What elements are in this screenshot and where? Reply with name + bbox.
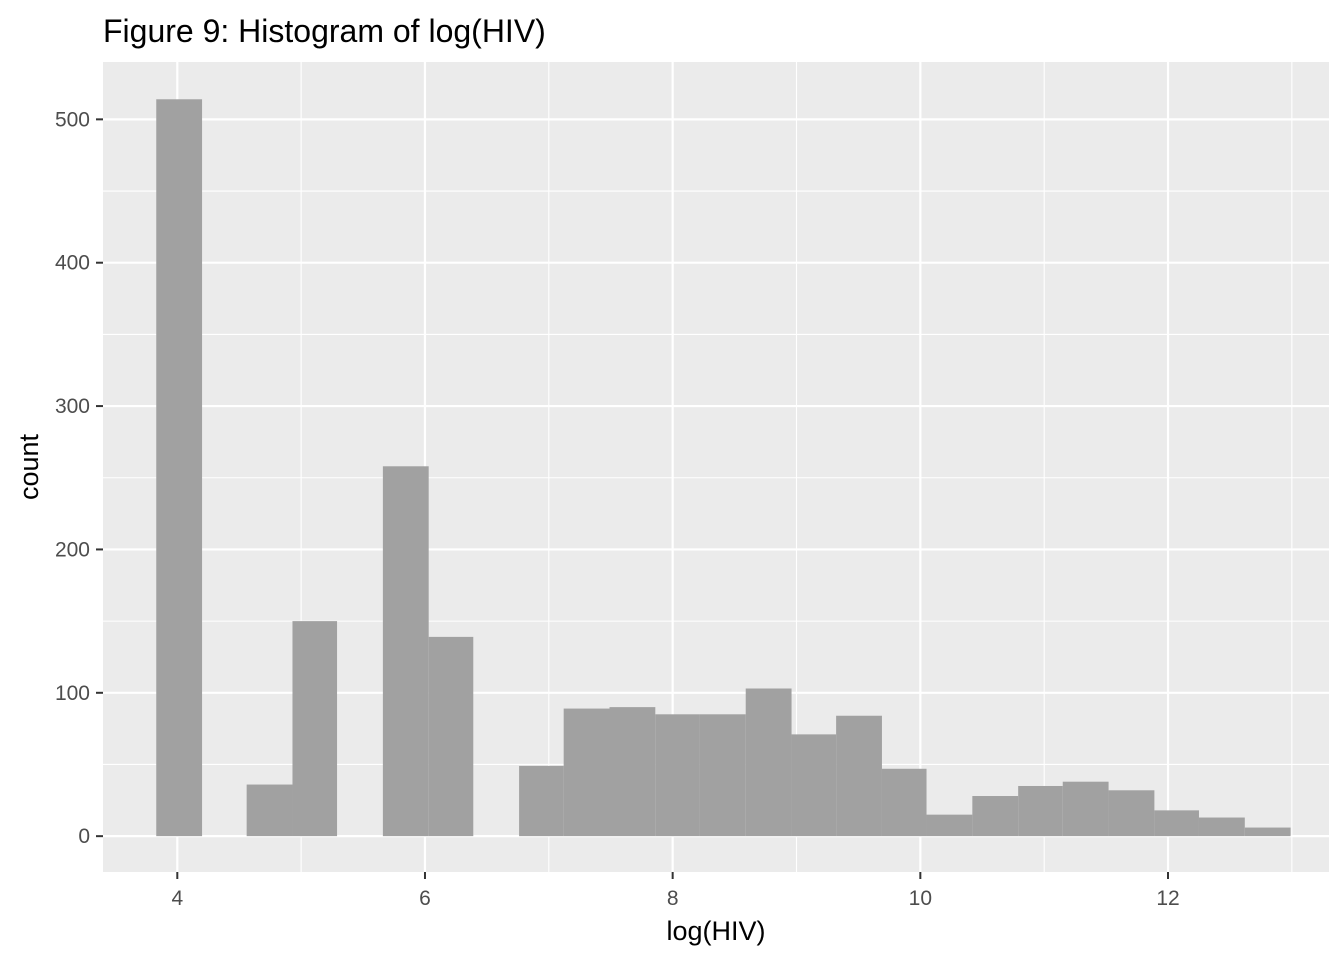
histogram-bar	[699, 714, 746, 837]
histogram-bar	[246, 784, 293, 837]
histogram-bar	[745, 688, 792, 837]
histogram-bar	[1018, 785, 1063, 837]
y-tick-label: 0	[78, 825, 90, 848]
histogram-bar	[1108, 790, 1155, 837]
histogram-bar	[791, 734, 837, 837]
histogram-bar	[609, 707, 656, 837]
x-tick-label: 10	[909, 887, 932, 910]
x-axis: 4 6 8 10 12	[171, 872, 1180, 910]
histogram-bar	[382, 466, 429, 837]
x-tick-label: 4	[171, 887, 183, 910]
histogram-bar	[881, 768, 927, 837]
histogram-bar	[156, 99, 203, 837]
histogram-bar	[655, 714, 700, 837]
x-tick-label: 12	[1156, 887, 1179, 910]
histogram-bar	[1154, 810, 1199, 837]
y-tick-label: 200	[55, 538, 90, 561]
chart-title: Figure 9: Histogram of log(HIV)	[103, 13, 546, 49]
histogram-bar	[836, 715, 882, 837]
x-tick-label: 6	[419, 887, 431, 910]
y-tick-label: 300	[55, 395, 90, 418]
y-tick-label: 400	[55, 252, 90, 275]
histogram-bar	[428, 636, 474, 837]
histogram-bar	[1244, 827, 1291, 837]
histogram-bar	[1062, 781, 1109, 837]
y-tick-label: 100	[55, 682, 90, 705]
histogram-bars	[156, 99, 1291, 837]
x-axis-label: log(HIV)	[666, 916, 765, 946]
histogram-bar	[972, 796, 1019, 837]
histogram-bar	[519, 765, 564, 837]
x-tick-label: 8	[667, 887, 679, 910]
y-axis-label: count	[14, 433, 44, 500]
histogram-bar	[926, 814, 973, 837]
histogram-bar	[563, 708, 610, 837]
y-tick-label: 500	[55, 108, 90, 131]
histogram-bar	[292, 621, 338, 837]
histogram-bar	[1198, 817, 1245, 837]
y-axis: 0 100 200 300 400 500	[55, 108, 103, 848]
